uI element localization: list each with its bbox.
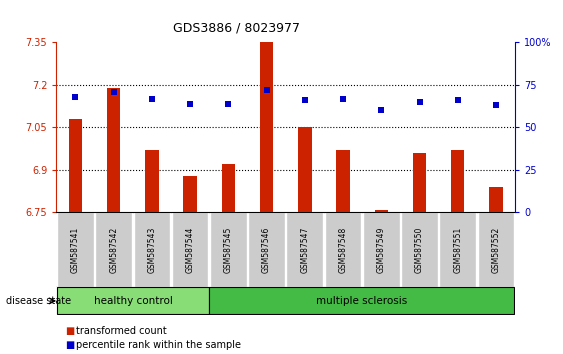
Bar — [413, 153, 426, 212]
Bar — [374, 210, 388, 212]
Bar — [133, 212, 170, 287]
Text: GSM587546: GSM587546 — [262, 226, 271, 273]
Bar — [489, 187, 503, 212]
Bar — [477, 212, 515, 287]
Point — [491, 103, 501, 108]
Point — [377, 108, 386, 113]
Bar — [107, 88, 120, 212]
Bar — [57, 212, 94, 287]
Text: GSM587542: GSM587542 — [109, 227, 118, 273]
Bar — [336, 150, 350, 212]
Point — [186, 101, 195, 107]
Text: GSM587547: GSM587547 — [300, 226, 309, 273]
Bar — [172, 212, 208, 287]
Point — [109, 89, 118, 95]
Text: GSM587550: GSM587550 — [415, 226, 424, 273]
Bar — [184, 176, 197, 212]
Text: healthy control: healthy control — [93, 296, 173, 306]
Bar — [248, 212, 285, 287]
Point — [262, 87, 271, 93]
Bar — [401, 212, 438, 287]
Bar — [57, 287, 209, 314]
Bar — [209, 287, 515, 314]
Bar — [451, 150, 464, 212]
Text: ■: ■ — [65, 326, 74, 336]
Point — [148, 96, 157, 101]
Text: GSM587551: GSM587551 — [453, 227, 462, 273]
Bar — [325, 212, 361, 287]
Point — [300, 97, 309, 103]
Text: GSM587543: GSM587543 — [148, 226, 157, 273]
Point — [453, 97, 462, 103]
Text: transformed count: transformed count — [76, 326, 167, 336]
Text: GSM587545: GSM587545 — [224, 226, 233, 273]
Point — [338, 96, 347, 101]
Text: GSM587541: GSM587541 — [71, 227, 80, 273]
Bar — [287, 212, 323, 287]
Text: GSM587549: GSM587549 — [377, 226, 386, 273]
Text: disease state: disease state — [6, 296, 71, 306]
Text: percentile rank within the sample: percentile rank within the sample — [76, 340, 241, 350]
Bar — [260, 42, 273, 212]
Text: multiple sclerosis: multiple sclerosis — [316, 296, 408, 306]
Point — [71, 94, 80, 100]
Bar — [440, 212, 476, 287]
Text: GSM587552: GSM587552 — [491, 227, 501, 273]
Bar — [363, 212, 400, 287]
Text: ■: ■ — [65, 340, 74, 350]
Point — [224, 101, 233, 107]
Bar — [95, 212, 132, 287]
Point — [415, 99, 424, 105]
Bar — [69, 119, 82, 212]
Bar — [222, 164, 235, 212]
Bar — [298, 127, 311, 212]
Text: GDS3886 / 8023977: GDS3886 / 8023977 — [173, 21, 300, 34]
Bar — [145, 150, 159, 212]
Text: GSM587548: GSM587548 — [338, 227, 347, 273]
Text: GSM587544: GSM587544 — [186, 226, 195, 273]
Bar — [210, 212, 247, 287]
